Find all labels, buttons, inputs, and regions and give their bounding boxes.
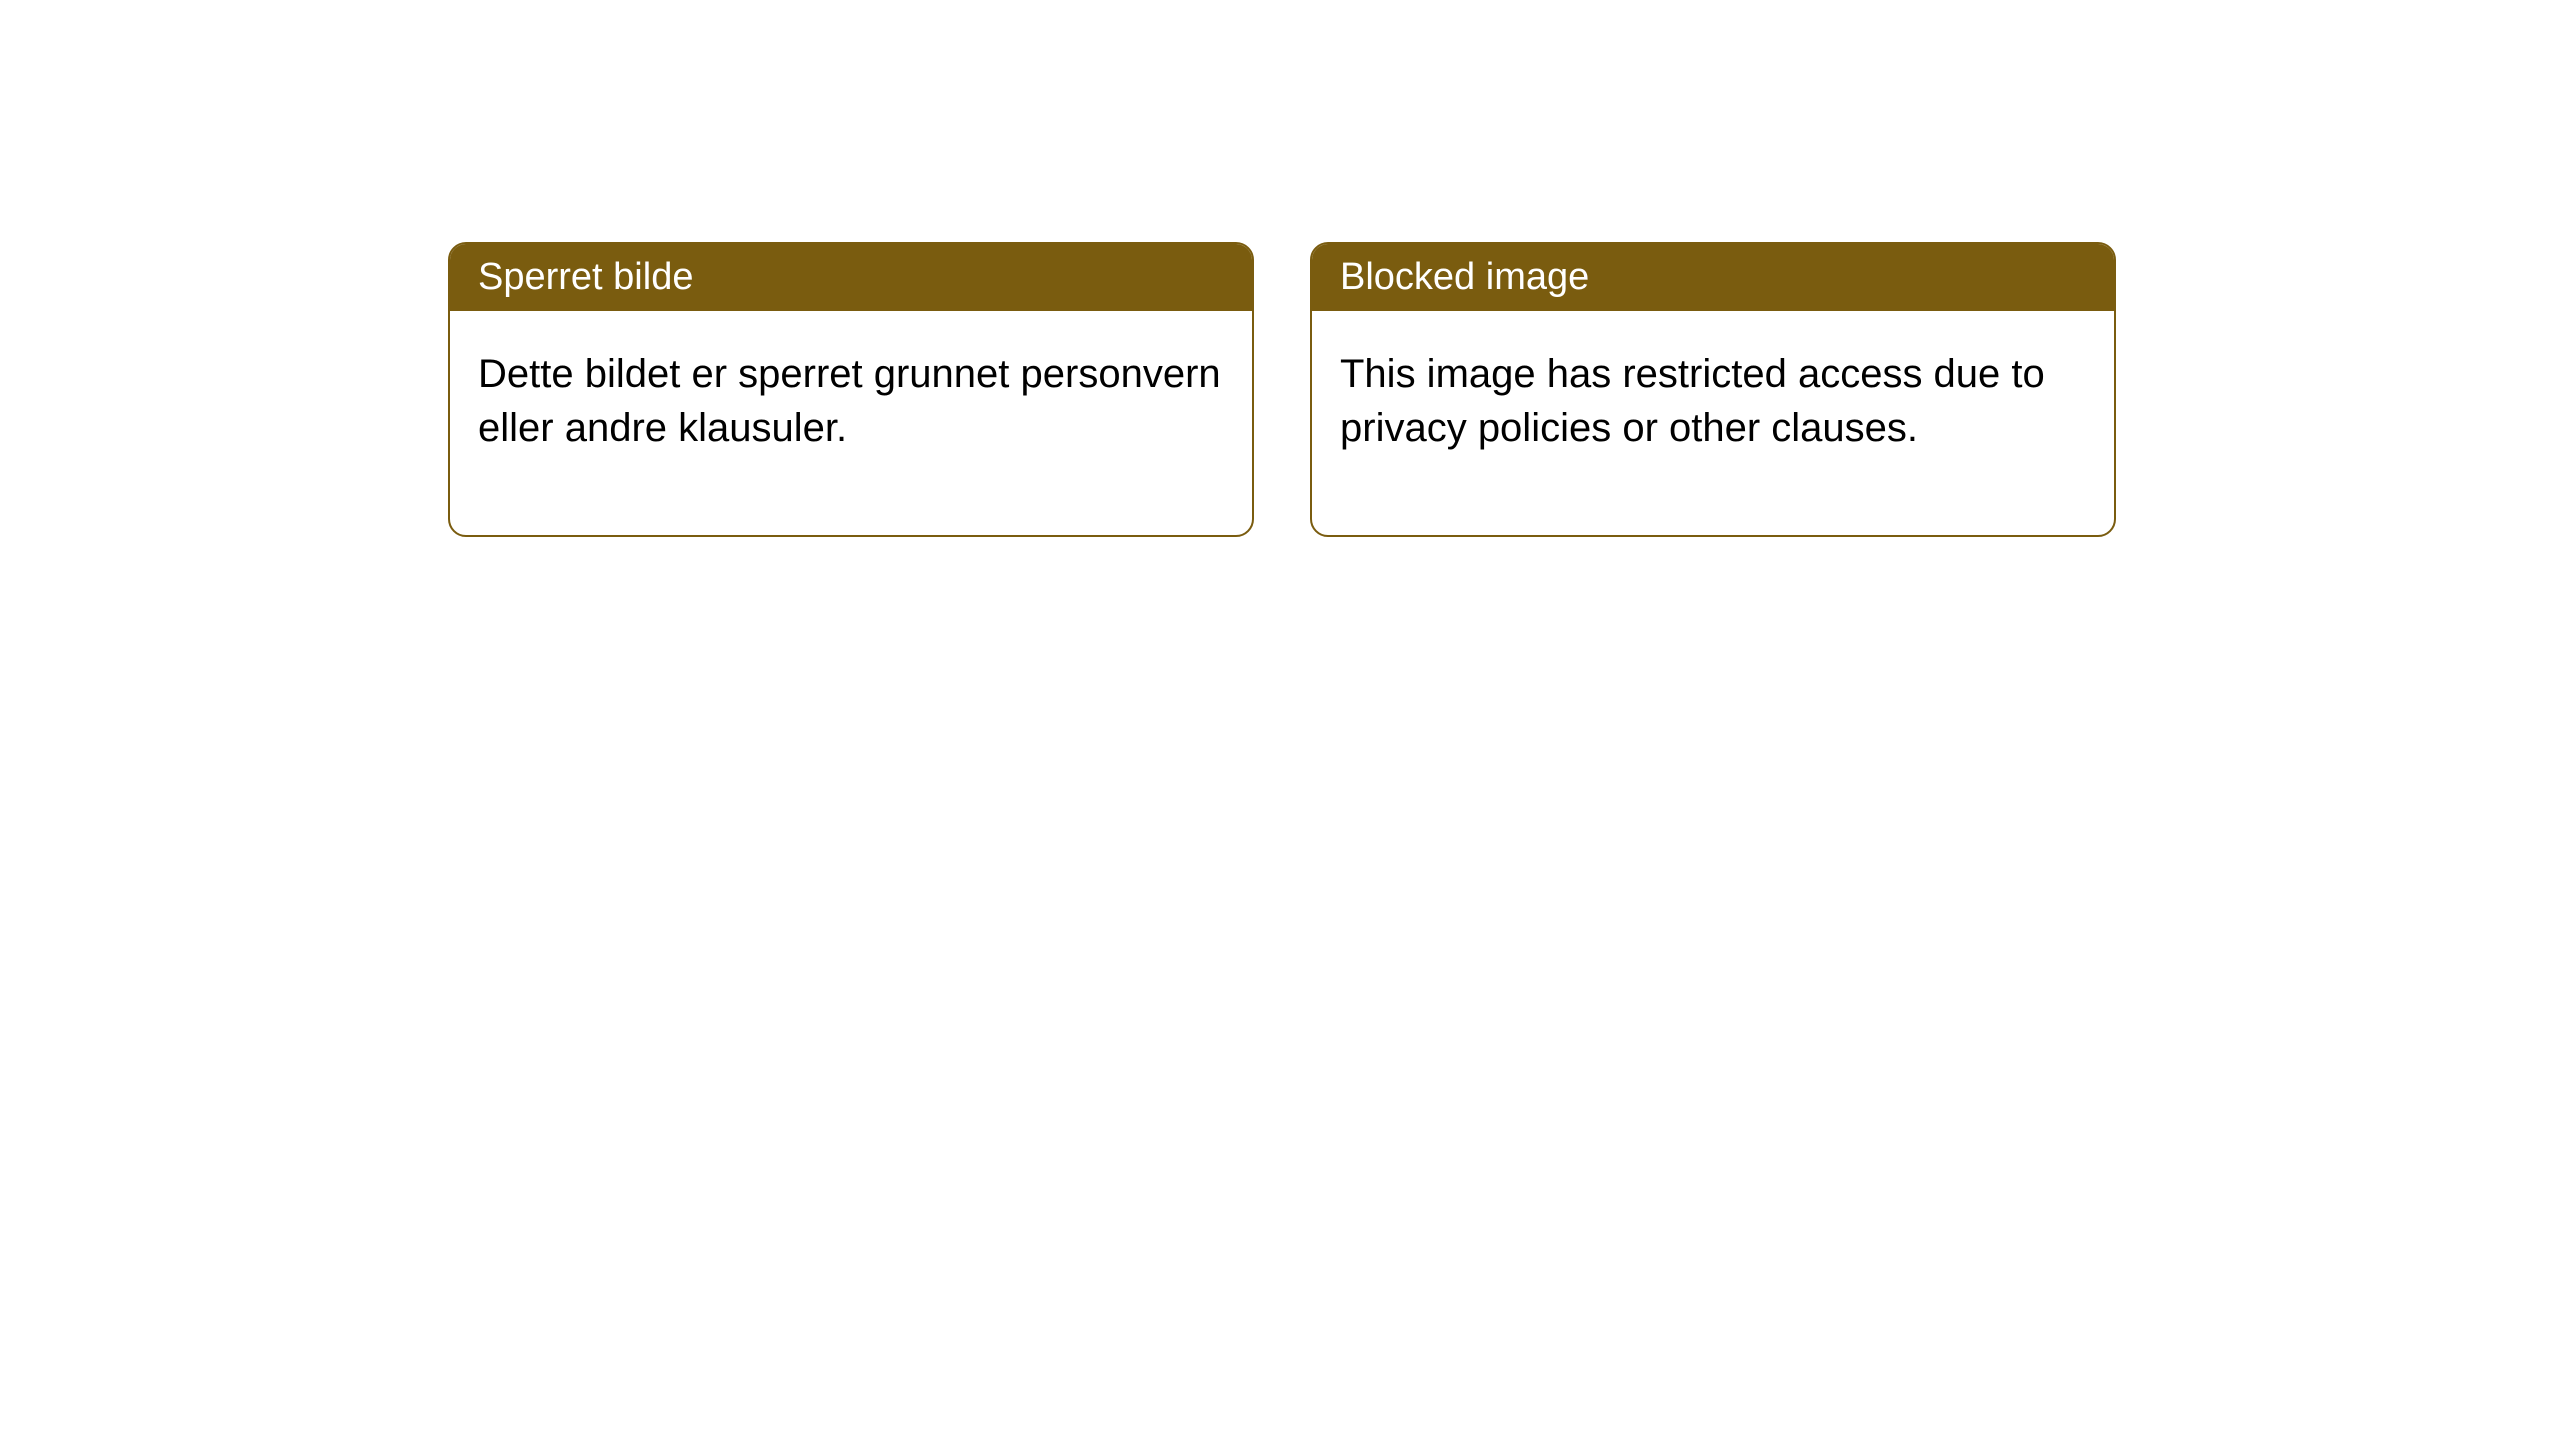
card-body-text: This image has restricted access due to … [1312, 311, 2114, 535]
notice-container: Sperret bilde Dette bildet er sperret gr… [448, 242, 2116, 537]
card-body-text: Dette bildet er sperret grunnet personve… [450, 311, 1252, 535]
notice-card-english: Blocked image This image has restricted … [1310, 242, 2116, 537]
card-header: Blocked image [1312, 244, 2114, 311]
notice-card-norwegian: Sperret bilde Dette bildet er sperret gr… [448, 242, 1254, 537]
card-header: Sperret bilde [450, 244, 1252, 311]
